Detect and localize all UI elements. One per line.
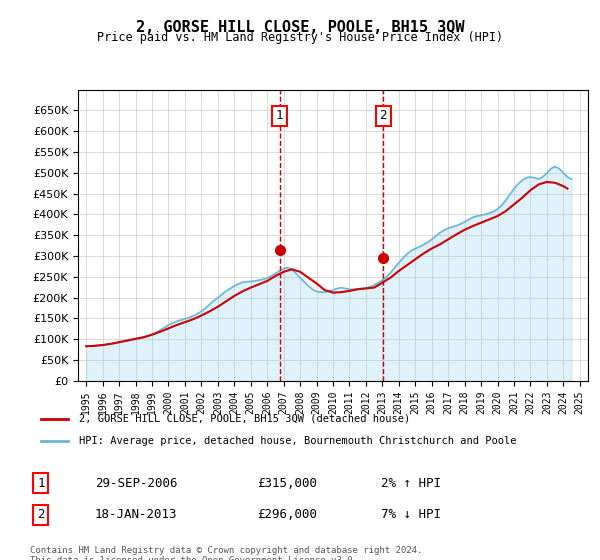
Text: 29-SEP-2006: 29-SEP-2006 xyxy=(95,477,178,489)
Text: 2, GORSE HILL CLOSE, POOLE, BH15 3QW (detached house): 2, GORSE HILL CLOSE, POOLE, BH15 3QW (de… xyxy=(79,414,410,423)
Text: Contains HM Land Registry data © Crown copyright and database right 2024.
This d: Contains HM Land Registry data © Crown c… xyxy=(30,546,422,560)
Text: 18-JAN-2013: 18-JAN-2013 xyxy=(95,508,178,521)
Text: 7% ↓ HPI: 7% ↓ HPI xyxy=(381,508,441,521)
Text: 2% ↑ HPI: 2% ↑ HPI xyxy=(381,477,441,489)
Text: Price paid vs. HM Land Registry's House Price Index (HPI): Price paid vs. HM Land Registry's House … xyxy=(97,31,503,44)
Text: 2, GORSE HILL CLOSE, POOLE, BH15 3QW: 2, GORSE HILL CLOSE, POOLE, BH15 3QW xyxy=(136,20,464,35)
Text: £315,000: £315,000 xyxy=(257,477,317,489)
Text: 2: 2 xyxy=(37,508,44,521)
Text: 1: 1 xyxy=(37,477,44,489)
Text: HPI: Average price, detached house, Bournemouth Christchurch and Poole: HPI: Average price, detached house, Bour… xyxy=(79,436,516,446)
Text: 2: 2 xyxy=(379,109,387,122)
Text: 1: 1 xyxy=(276,109,283,122)
Text: £296,000: £296,000 xyxy=(257,508,317,521)
